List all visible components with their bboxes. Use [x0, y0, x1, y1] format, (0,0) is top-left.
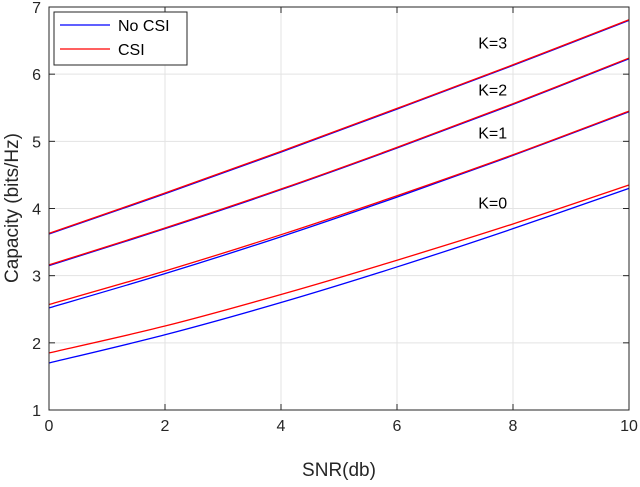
grid	[49, 7, 629, 410]
annotation-layer: K=3 K=2 K=1 K=0	[478, 36, 507, 213]
legend-label-csi: CSI	[118, 42, 145, 59]
y-axis-label: Capacity (bits/Hz)	[2, 133, 23, 283]
series-line-csi-k-0	[48, 184, 630, 354]
annotation-k-0: K=0	[478, 196, 507, 213]
series-line-csi-k-2	[48, 57, 630, 266]
x-tick-label: 6	[393, 418, 402, 435]
y-tick-label: 3	[32, 269, 41, 286]
x-tick-label: 4	[277, 418, 286, 435]
x-tick-label: 10	[620, 418, 638, 435]
y-tick-label: 6	[32, 67, 41, 84]
y-tick-label: 1	[32, 403, 41, 420]
y-tick-label: 7	[32, 0, 41, 17]
x-tick-label: 0	[45, 418, 54, 435]
x-axis-label: SNR(db)	[302, 460, 376, 481]
legend-box	[53, 11, 188, 66]
annotation-k-3: K=3	[478, 36, 507, 53]
series-line-csi-k-3	[48, 19, 630, 234]
legend: No CSI CSI	[53, 11, 188, 66]
x-tick-label: 8	[509, 418, 518, 435]
annotation-k-2: K=2	[478, 83, 507, 100]
y-tick-label: 4	[32, 202, 41, 219]
y-tick-label: 2	[32, 336, 41, 353]
series-line-no-csi-k-0	[48, 187, 630, 364]
legend-label-no-csi: No CSI	[118, 18, 170, 35]
series-line-csi-k-1	[48, 110, 630, 306]
x-tick-label: 2	[161, 418, 170, 435]
series-line-no-csi-k-3	[48, 19, 630, 235]
y-tick-label: 5	[32, 134, 41, 151]
annotation-k-1: K=1	[478, 126, 507, 143]
series-layer	[48, 19, 630, 364]
